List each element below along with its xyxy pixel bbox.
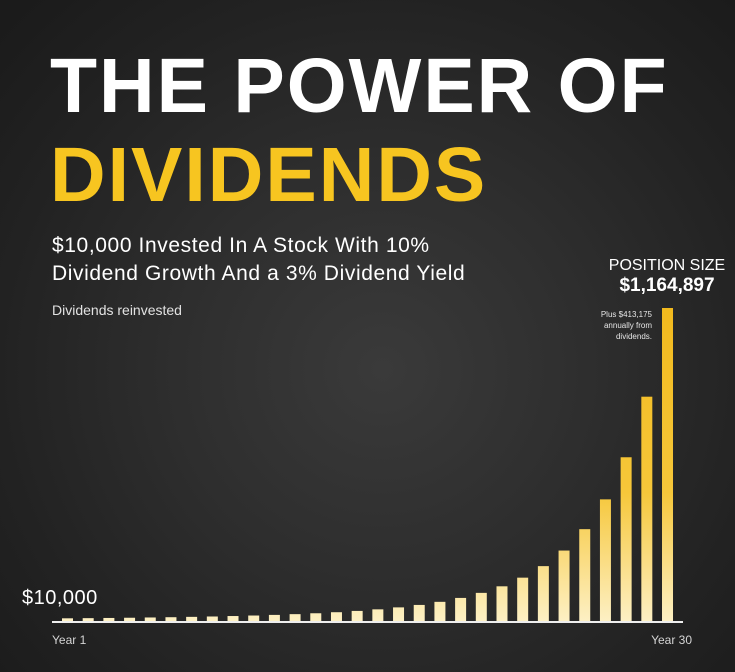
bar-year-20 <box>455 597 467 621</box>
bar-year-17 <box>393 607 405 621</box>
bar-year-24 <box>537 566 549 621</box>
bar-year-29 <box>641 396 653 621</box>
bar-year-30 <box>662 308 674 621</box>
bar-year-12 <box>289 614 301 621</box>
bar-year-23 <box>517 577 529 621</box>
start-value-label: $10,000 <box>22 587 98 609</box>
bar-year-18 <box>413 604 425 621</box>
subtitle: $10,000 Invested In A Stock With 10% Div… <box>52 232 465 288</box>
bar-year-15 <box>351 610 363 621</box>
dividend-note-line-1: Plus $413,175 <box>600 310 652 319</box>
subtitle-line-2: Dividend Growth And a 3% Dividend Yield <box>52 262 466 285</box>
bar-year-7 <box>186 616 198 621</box>
dividend-note-line-3: dividends. <box>615 332 652 341</box>
bar-year-11 <box>268 614 280 621</box>
position-size-value: $1,164,897 <box>619 275 715 296</box>
subtitle-line-1: $10,000 Invested In A Stock With 10% <box>52 234 430 257</box>
position-size-heading: POSITION SIZE <box>608 257 726 274</box>
dividend-income-note: Plus $413,175 annually from dividends. <box>601 309 652 342</box>
x-tick-label-year-1: Year 1 <box>52 633 87 647</box>
bar-year-14 <box>330 612 342 621</box>
bar-series <box>62 308 674 621</box>
bar-year-19 <box>434 601 446 621</box>
bar-year-22 <box>496 586 508 621</box>
bar-year-5 <box>144 617 156 621</box>
bar-year-9 <box>227 616 239 621</box>
reinvested-note: Dividends reinvested <box>52 302 182 318</box>
dividend-note-line-2: annually from <box>603 321 652 330</box>
bar-year-16 <box>372 609 384 621</box>
bar-year-6 <box>165 617 177 621</box>
bar-year-2 <box>82 618 94 621</box>
bar-year-4 <box>124 617 136 621</box>
bar-year-1 <box>62 618 73 621</box>
bar-year-8 <box>206 616 218 621</box>
bar-year-25 <box>558 550 570 621</box>
bar-year-10 <box>248 615 260 621</box>
bar-year-21 <box>475 592 487 621</box>
bar-year-13 <box>310 613 322 621</box>
title-line-1: THE POWER OF <box>50 43 669 129</box>
bar-year-28 <box>620 457 632 621</box>
title-line-2: DIVIDENDS <box>50 132 488 218</box>
bar-year-26 <box>579 529 591 621</box>
x-tick-label-year-30: Year 30 <box>651 633 692 647</box>
bar-year-27 <box>599 499 611 621</box>
bar-year-3 <box>103 617 115 621</box>
